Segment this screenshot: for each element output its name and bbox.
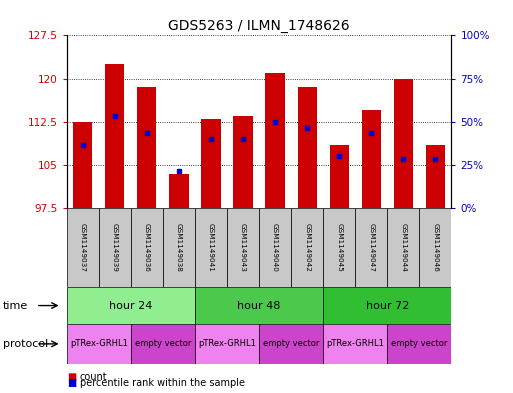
Bar bbox=[131, 324, 195, 364]
Text: pTRex-GRHL1: pTRex-GRHL1 bbox=[70, 340, 128, 348]
Bar bbox=[420, 208, 451, 287]
Text: hour 24: hour 24 bbox=[109, 301, 152, 310]
Text: GSM1149040: GSM1149040 bbox=[272, 223, 278, 272]
Bar bbox=[163, 208, 195, 287]
Title: GDS5263 / ILMN_1748626: GDS5263 / ILMN_1748626 bbox=[168, 19, 350, 33]
Bar bbox=[227, 208, 259, 287]
Text: hour 48: hour 48 bbox=[238, 301, 281, 310]
Bar bbox=[67, 287, 195, 324]
Text: empty vector: empty vector bbox=[135, 340, 191, 348]
Text: pTRex-GRHL1: pTRex-GRHL1 bbox=[198, 340, 256, 348]
Bar bbox=[355, 208, 387, 287]
Bar bbox=[298, 87, 317, 208]
Bar bbox=[426, 145, 445, 208]
Bar bbox=[323, 287, 451, 324]
Bar bbox=[387, 324, 451, 364]
Text: GSM1149044: GSM1149044 bbox=[400, 223, 406, 272]
Text: count: count bbox=[80, 372, 107, 382]
Bar bbox=[259, 324, 323, 364]
Bar bbox=[323, 324, 387, 364]
Text: ■: ■ bbox=[67, 372, 76, 382]
Bar bbox=[323, 208, 355, 287]
Bar bbox=[98, 208, 131, 287]
Text: protocol: protocol bbox=[3, 339, 48, 349]
Text: ■: ■ bbox=[67, 378, 76, 388]
Text: GSM1149045: GSM1149045 bbox=[336, 223, 342, 272]
Bar bbox=[387, 208, 420, 287]
Bar bbox=[195, 287, 323, 324]
Bar bbox=[233, 116, 252, 208]
Text: GSM1149042: GSM1149042 bbox=[304, 223, 310, 272]
Bar bbox=[73, 122, 92, 208]
Bar bbox=[131, 208, 163, 287]
Text: empty vector: empty vector bbox=[263, 340, 319, 348]
Text: pTRex-GRHL1: pTRex-GRHL1 bbox=[326, 340, 384, 348]
Bar bbox=[67, 208, 98, 287]
Text: GSM1149047: GSM1149047 bbox=[368, 223, 374, 272]
Text: time: time bbox=[3, 301, 28, 310]
Bar bbox=[67, 324, 131, 364]
Bar bbox=[195, 324, 259, 364]
Text: GSM1149046: GSM1149046 bbox=[432, 223, 439, 272]
Bar bbox=[105, 64, 124, 208]
Text: GSM1149038: GSM1149038 bbox=[176, 223, 182, 272]
Bar bbox=[393, 79, 413, 208]
Text: empty vector: empty vector bbox=[391, 340, 447, 348]
Text: GSM1149043: GSM1149043 bbox=[240, 223, 246, 272]
Bar bbox=[265, 73, 285, 208]
Text: GSM1149037: GSM1149037 bbox=[80, 223, 86, 272]
Bar bbox=[169, 174, 189, 208]
Bar bbox=[329, 145, 349, 208]
Text: percentile rank within the sample: percentile rank within the sample bbox=[80, 378, 245, 388]
Bar bbox=[259, 208, 291, 287]
Bar bbox=[137, 87, 156, 208]
Text: GSM1149041: GSM1149041 bbox=[208, 223, 214, 272]
Bar bbox=[291, 208, 323, 287]
Text: GSM1149039: GSM1149039 bbox=[112, 223, 118, 272]
Text: GSM1149036: GSM1149036 bbox=[144, 223, 150, 272]
Bar bbox=[201, 119, 221, 208]
Bar bbox=[362, 110, 381, 208]
Bar bbox=[195, 208, 227, 287]
Text: hour 72: hour 72 bbox=[366, 301, 409, 310]
